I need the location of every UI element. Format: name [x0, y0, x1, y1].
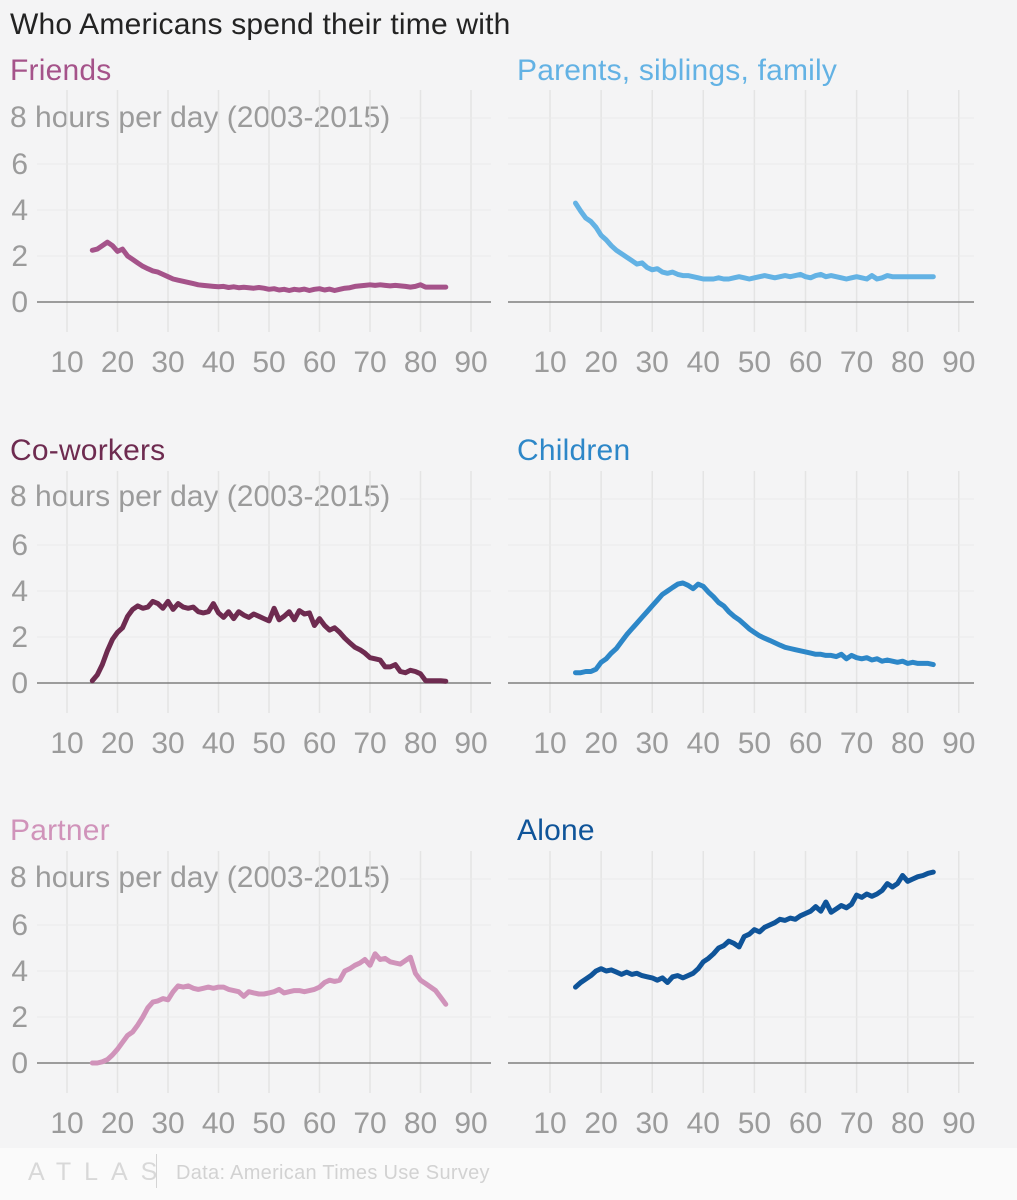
- svg-text:70: 70: [353, 727, 386, 760]
- svg-text:80: 80: [891, 346, 924, 379]
- svg-text:30: 30: [636, 346, 669, 379]
- svg-text:6: 6: [11, 148, 28, 181]
- svg-text:10: 10: [533, 346, 566, 379]
- friends-title: Friends: [10, 54, 112, 87]
- svg-text:40: 40: [687, 1107, 720, 1140]
- svg-text:30: 30: [151, 1107, 184, 1140]
- footer: ATLAS Data: American Times Use Survey: [0, 1148, 1017, 1200]
- svg-text:10: 10: [533, 1107, 566, 1140]
- svg-text:70: 70: [840, 727, 873, 760]
- y-axis-unit-label: 8 hours per day (2003-2015): [10, 101, 391, 134]
- data-source-text: Data: American Times Use Survey: [176, 1162, 490, 1184]
- friends-chart: 10 20 30 40 50 60 70 80 90 0 2 4 6: [11, 90, 491, 379]
- svg-text:0: 0: [11, 286, 28, 319]
- svg-text:10: 10: [50, 346, 83, 379]
- svg-text:60: 60: [789, 346, 822, 379]
- svg-text:4: 4: [11, 955, 28, 988]
- svg-text:40: 40: [202, 727, 235, 760]
- svg-text:90: 90: [454, 1107, 487, 1140]
- partner-title: Partner: [10, 814, 110, 847]
- svg-text:70: 70: [840, 1107, 873, 1140]
- svg-text:20: 20: [584, 1107, 617, 1140]
- svg-text:60: 60: [789, 1107, 822, 1140]
- alone-chart: 10 20 30 40 50 60 70 80 90: [508, 851, 975, 1140]
- page-title: Who Americans spend their time with: [10, 8, 511, 41]
- svg-text:50: 50: [738, 727, 771, 760]
- footer-divider: [156, 1154, 157, 1188]
- svg-text:90: 90: [942, 346, 975, 379]
- svg-text:20: 20: [584, 727, 617, 760]
- svg-text:2: 2: [11, 621, 28, 654]
- coworkers-chart: 10 20 30 40 50 60 70 80 90 0 2 4 6: [11, 471, 491, 760]
- svg-text:30: 30: [636, 727, 669, 760]
- svg-text:90: 90: [454, 727, 487, 760]
- svg-text:70: 70: [353, 1107, 386, 1140]
- svg-text:30: 30: [636, 1107, 669, 1140]
- svg-text:6: 6: [11, 529, 28, 562]
- coworkers-title: Co-workers: [10, 434, 166, 467]
- svg-text:20: 20: [101, 346, 134, 379]
- svg-text:30: 30: [151, 727, 184, 760]
- svg-text:90: 90: [454, 346, 487, 379]
- svg-text:50: 50: [252, 346, 285, 379]
- svg-text:10: 10: [50, 727, 83, 760]
- svg-text:80: 80: [404, 346, 437, 379]
- y-axis-unit-label: 8 hours per day (2003-2015): [10, 861, 391, 894]
- svg-text:0: 0: [11, 667, 28, 700]
- svg-text:50: 50: [738, 1107, 771, 1140]
- svg-text:80: 80: [404, 727, 437, 760]
- svg-text:40: 40: [687, 727, 720, 760]
- parents-chart: 10 20 30 40 50 60 70 80 90: [508, 90, 975, 379]
- svg-text:0: 0: [11, 1047, 28, 1080]
- svg-text:4: 4: [11, 194, 28, 227]
- svg-text:2: 2: [11, 240, 28, 273]
- svg-text:40: 40: [687, 346, 720, 379]
- svg-text:50: 50: [252, 1107, 285, 1140]
- svg-text:20: 20: [101, 727, 134, 760]
- atlas-logo: ATLAS: [28, 1158, 171, 1186]
- svg-text:60: 60: [303, 346, 336, 379]
- alone-title: Alone: [517, 814, 595, 847]
- svg-text:90: 90: [942, 1107, 975, 1140]
- svg-text:50: 50: [738, 346, 771, 379]
- parents-title: Parents, siblings, family: [517, 54, 838, 87]
- svg-text:70: 70: [353, 346, 386, 379]
- svg-text:70: 70: [840, 346, 873, 379]
- svg-text:40: 40: [202, 346, 235, 379]
- y-axis-unit-label: 8 hours per day (2003-2015): [10, 480, 391, 513]
- svg-text:90: 90: [942, 727, 975, 760]
- svg-text:20: 20: [584, 346, 617, 379]
- svg-text:80: 80: [891, 727, 924, 760]
- svg-text:60: 60: [303, 727, 336, 760]
- svg-text:10: 10: [50, 1107, 83, 1140]
- svg-text:2: 2: [11, 1001, 28, 1034]
- svg-text:30: 30: [151, 346, 184, 379]
- svg-text:60: 60: [303, 1107, 336, 1140]
- svg-text:40: 40: [202, 1107, 235, 1140]
- svg-text:80: 80: [404, 1107, 437, 1140]
- svg-text:10: 10: [533, 727, 566, 760]
- svg-text:6: 6: [11, 909, 28, 942]
- svg-text:80: 80: [891, 1107, 924, 1140]
- children-chart: 10 20 30 40 50 60 70 80 90: [508, 471, 975, 760]
- svg-text:50: 50: [252, 727, 285, 760]
- partner-chart: 10 20 30 40 50 60 70 80 90 0 2 4 6: [11, 851, 491, 1140]
- children-title: Children: [517, 434, 631, 467]
- svg-text:60: 60: [789, 727, 822, 760]
- svg-text:20: 20: [101, 1107, 134, 1140]
- svg-text:4: 4: [11, 575, 28, 608]
